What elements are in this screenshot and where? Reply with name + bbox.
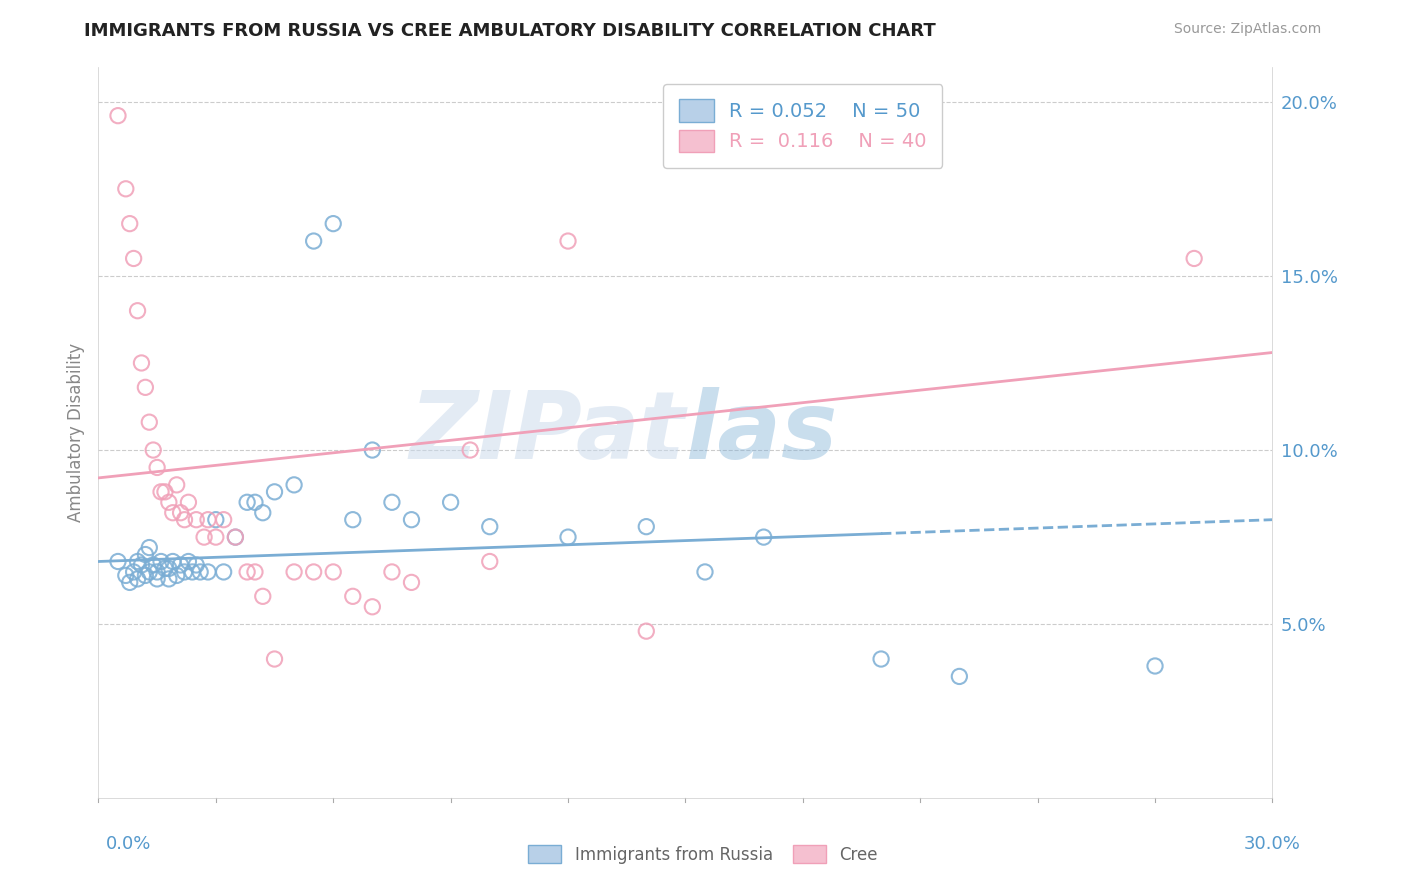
Point (302, 234, 325, 248)
Point (122, 252, 145, 266)
Point (107, 554, 129, 568)
Point (162, 554, 184, 568)
Point (134, 548, 156, 562)
Point (188, 565, 211, 579)
Text: Source: ZipAtlas.com: Source: ZipAtlas.com (1174, 22, 1322, 37)
Point (146, 460, 169, 475)
Point (236, 495, 259, 509)
Point (138, 415, 160, 429)
Point (197, 513, 219, 527)
Point (127, 572, 149, 586)
Point (205, 530, 228, 544)
Point (478, 554, 501, 568)
Point (186, 558, 208, 572)
Text: las: las (686, 386, 838, 479)
Point (118, 217, 141, 231)
Point (153, 561, 176, 575)
Point (224, 530, 246, 544)
Point (157, 561, 180, 575)
Point (263, 484, 285, 499)
Point (177, 495, 200, 509)
Point (169, 558, 191, 572)
Point (127, 554, 149, 568)
Y-axis label: Ambulatory Disability: Ambulatory Disability (66, 343, 84, 522)
Point (1144, 659, 1167, 673)
Point (131, 558, 153, 572)
Point (870, 652, 893, 666)
Point (361, 599, 384, 614)
Point (150, 484, 173, 499)
Text: 0.0%: 0.0% (105, 835, 150, 853)
Point (636, 624, 658, 639)
Point (107, 109, 129, 123)
Point (157, 572, 180, 586)
Point (134, 568, 156, 582)
Point (122, 565, 145, 579)
Point (381, 495, 404, 509)
Point (236, 565, 259, 579)
Point (166, 568, 188, 582)
Point (157, 495, 180, 509)
Point (252, 590, 274, 604)
Point (401, 513, 423, 527)
Point (118, 575, 141, 590)
Point (212, 513, 235, 527)
Point (146, 572, 169, 586)
Point (381, 565, 404, 579)
Point (224, 530, 246, 544)
Point (458, 443, 481, 458)
Point (146, 565, 169, 579)
Point (361, 443, 384, 458)
Point (138, 565, 160, 579)
Text: IMMIGRANTS FROM RUSSIA VS CREE AMBULATORY DISABILITY CORRELATION CHART: IMMIGRANTS FROM RUSSIA VS CREE AMBULATOR… (84, 22, 936, 40)
Legend: Immigrants from Russia, Cree: Immigrants from Russia, Cree (522, 838, 884, 871)
Point (142, 558, 165, 572)
Point (322, 217, 344, 231)
Point (557, 234, 579, 248)
Point (114, 182, 136, 196)
Point (948, 669, 970, 683)
Point (127, 303, 149, 318)
Point (177, 554, 200, 568)
Point (186, 513, 208, 527)
Point (302, 565, 325, 579)
Point (153, 484, 176, 499)
Point (173, 513, 195, 527)
Point (131, 356, 153, 370)
Point (252, 506, 274, 520)
Point (243, 565, 266, 579)
Point (439, 495, 461, 509)
Legend: R = 0.052    N = 50, R =  0.116    N = 40: R = 0.052 N = 50, R = 0.116 N = 40 (664, 84, 942, 168)
Point (166, 478, 188, 492)
Point (142, 443, 165, 458)
Point (150, 554, 173, 568)
Point (205, 513, 228, 527)
Point (212, 565, 235, 579)
Point (173, 565, 195, 579)
Point (193, 530, 215, 544)
Point (342, 590, 364, 604)
Point (181, 565, 204, 579)
Point (1182, 252, 1205, 266)
Point (342, 513, 364, 527)
Text: ZIPat: ZIPat (409, 386, 686, 479)
Point (283, 478, 305, 492)
Point (478, 519, 501, 533)
Point (134, 380, 156, 394)
Point (322, 565, 344, 579)
Point (557, 530, 579, 544)
Point (243, 495, 266, 509)
Point (283, 565, 305, 579)
Point (114, 568, 136, 582)
Point (263, 652, 285, 666)
Point (169, 506, 191, 520)
Point (197, 565, 219, 579)
Point (162, 506, 184, 520)
Text: 30.0%: 30.0% (1244, 835, 1301, 853)
Point (401, 575, 423, 590)
Point (693, 565, 716, 579)
Point (752, 530, 775, 544)
Point (636, 519, 658, 533)
Point (138, 541, 160, 555)
